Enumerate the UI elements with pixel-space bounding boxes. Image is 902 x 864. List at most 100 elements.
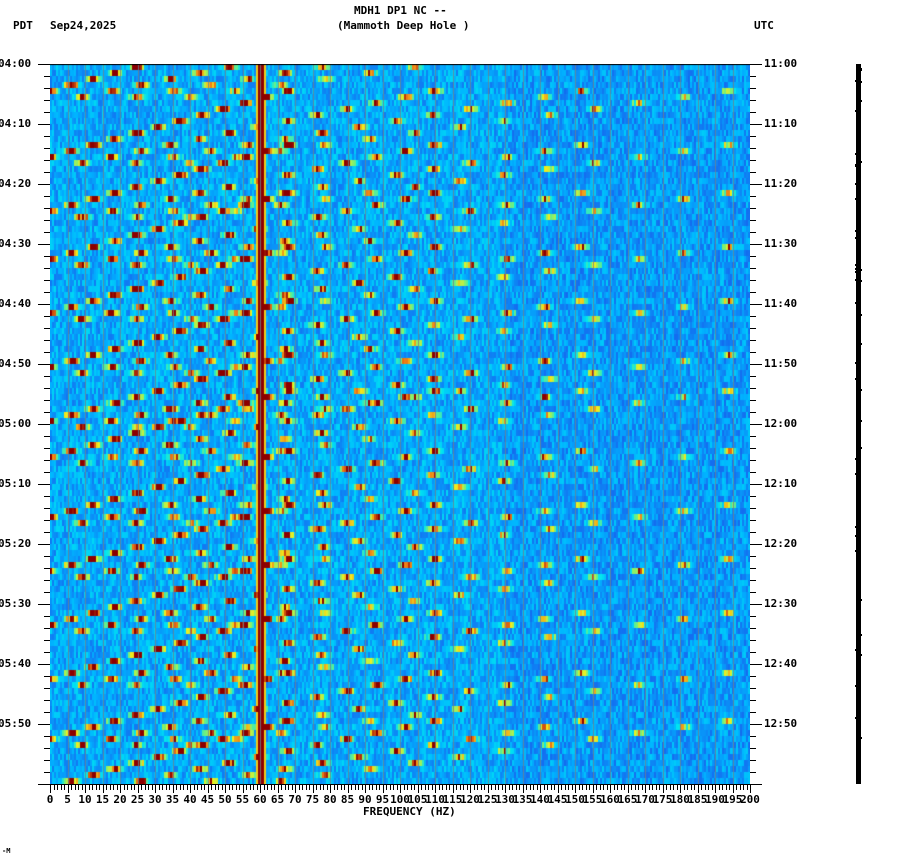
location-title: (Mammoth Deep Hole ) [337,19,470,32]
x-minor-tick [579,784,580,790]
y-tick-label-left: 04:50 [0,357,32,370]
y-major-tick [750,544,762,545]
x-minor-tick [740,784,741,790]
y-minor-tick [44,712,50,713]
y-minor-tick [750,748,756,749]
y-minor-tick [44,556,50,557]
y-minor-tick [44,208,50,209]
x-minor-tick [194,784,195,790]
y-minor-tick [44,160,50,161]
x-minor-tick [250,784,251,790]
x-minor-tick [285,784,286,790]
y-minor-tick [44,148,50,149]
y-minor-tick [750,100,756,101]
x-minor-tick [565,784,566,790]
x-minor-tick [446,784,447,790]
x-minor-tick [666,784,667,790]
y-tick-label-right: 12:30 [764,597,798,610]
y-major-tick [750,724,762,725]
x-major-tick [330,784,331,793]
x-minor-tick [407,784,408,790]
x-minor-tick [411,784,412,790]
x-minor-tick [61,784,62,790]
x-minor-tick [316,784,317,790]
y-tick-label-left: 04:30 [0,237,32,250]
x-tick-label: 25 [130,793,145,806]
y-minor-tick [750,208,756,209]
y-major-tick [38,784,50,785]
y-major-tick [38,544,50,545]
y-tick-label-left: 05:00 [0,417,32,430]
y-minor-tick [44,136,50,137]
x-tick-label: 110 [425,793,445,806]
y-minor-tick [44,652,50,653]
x-minor-tick [393,784,394,790]
x-minor-tick [600,784,601,790]
x-minor-tick [54,784,55,790]
x-minor-tick [519,784,520,790]
y-minor-tick [750,520,756,521]
y-minor-tick [44,496,50,497]
y-minor-tick [44,640,50,641]
x-minor-tick [271,784,272,790]
x-major-tick [698,784,699,793]
y-major-tick [750,424,762,425]
x-major-tick [540,784,541,793]
x-minor-tick [530,784,531,790]
y-tick-label-right: 11:10 [764,117,798,130]
x-minor-tick [176,784,177,790]
x-major-tick [120,784,121,793]
y-minor-tick [44,400,50,401]
x-minor-tick [607,784,608,790]
x-minor-tick [712,784,713,790]
y-minor-tick [750,376,756,377]
x-minor-tick [204,784,205,790]
x-minor-tick [372,784,373,790]
y-minor-tick [750,88,756,89]
x-minor-tick [743,784,744,790]
x-major-tick [50,784,51,793]
y-major-tick [750,304,762,305]
x-minor-tick [96,784,97,790]
x-major-tick [103,784,104,793]
y-tick-label-left: 05:20 [0,537,32,550]
x-major-tick [313,784,314,793]
x-minor-tick [110,784,111,790]
y-major-tick [750,604,762,605]
y-minor-tick [750,280,756,281]
x-tick-label: 105 [407,793,428,806]
x-minor-tick [691,784,692,790]
x-minor-tick [229,784,230,790]
x-minor-tick [719,784,720,790]
x-tick-label: 30 [148,793,162,806]
x-minor-tick [481,784,482,790]
x-tick-label: 35 [165,793,180,806]
y-minor-tick [44,232,50,233]
x-minor-tick [299,784,300,790]
x-major-tick [593,784,594,793]
y-minor-tick [44,112,50,113]
y-minor-tick [44,472,50,473]
x-minor-tick [449,784,450,790]
y-minor-tick [750,160,756,161]
x-minor-tick [75,784,76,790]
y-major-tick [38,244,50,245]
y-minor-tick [44,256,50,257]
y-minor-tick [750,556,756,557]
x-major-tick [383,784,384,793]
x-minor-tick [652,784,653,790]
x-minor-tick [572,784,573,790]
x-minor-tick [463,784,464,790]
x-major-tick [435,784,436,793]
x-tick-label: 100 [390,793,410,806]
x-tick-label: 160 [600,793,620,806]
x-tick-label: 120 [460,793,480,806]
y-major-tick [38,424,50,425]
x-minor-tick [635,784,636,790]
x-minor-tick [351,784,352,790]
x-minor-tick [334,784,335,790]
x-minor-tick [215,784,216,790]
x-minor-tick [197,784,198,790]
y-minor-tick [750,220,756,221]
x-minor-tick [246,784,247,790]
